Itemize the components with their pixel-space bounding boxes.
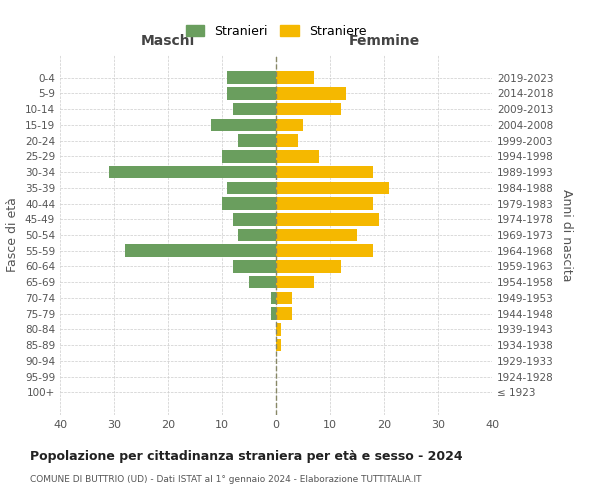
Bar (276, 166, 373, 178)
Legend: Stranieri, Straniere: Stranieri, Straniere (182, 21, 370, 42)
Bar (276, 228, 357, 241)
Bar (276, 103, 341, 116)
Bar (276, 276, 314, 288)
Bar (222, 150, 276, 162)
Text: Maschi: Maschi (141, 34, 195, 48)
Bar (227, 72, 276, 84)
Bar (276, 118, 303, 131)
Bar (276, 72, 314, 84)
Bar (233, 103, 276, 116)
Bar (276, 339, 281, 351)
Bar (271, 292, 276, 304)
Bar (271, 308, 276, 320)
Bar (276, 134, 298, 147)
Bar (227, 87, 276, 100)
Bar (276, 213, 379, 226)
Text: Femmine: Femmine (349, 34, 419, 48)
Bar (125, 244, 276, 257)
Y-axis label: Fasce di età: Fasce di età (7, 198, 19, 272)
Bar (276, 308, 292, 320)
Bar (233, 260, 276, 273)
Bar (276, 292, 292, 304)
Bar (276, 182, 389, 194)
Bar (276, 260, 341, 273)
Bar (276, 197, 373, 210)
Text: Popolazione per cittadinanza straniera per età e sesso - 2024: Popolazione per cittadinanza straniera p… (30, 450, 463, 463)
Bar (238, 228, 276, 241)
Bar (233, 213, 276, 226)
Bar (227, 182, 276, 194)
Bar (276, 244, 373, 257)
Bar (276, 87, 346, 100)
Bar (211, 118, 276, 131)
Bar (276, 323, 281, 336)
Bar (222, 197, 276, 210)
Bar (109, 166, 276, 178)
Bar (238, 134, 276, 147)
Bar (249, 276, 276, 288)
Bar (276, 150, 319, 162)
Text: COMUNE DI BUTTRIO (UD) - Dati ISTAT al 1° gennaio 2024 - Elaborazione TUTTITALIA: COMUNE DI BUTTRIO (UD) - Dati ISTAT al 1… (30, 475, 421, 484)
Y-axis label: Anni di nascita: Anni di nascita (560, 188, 573, 281)
